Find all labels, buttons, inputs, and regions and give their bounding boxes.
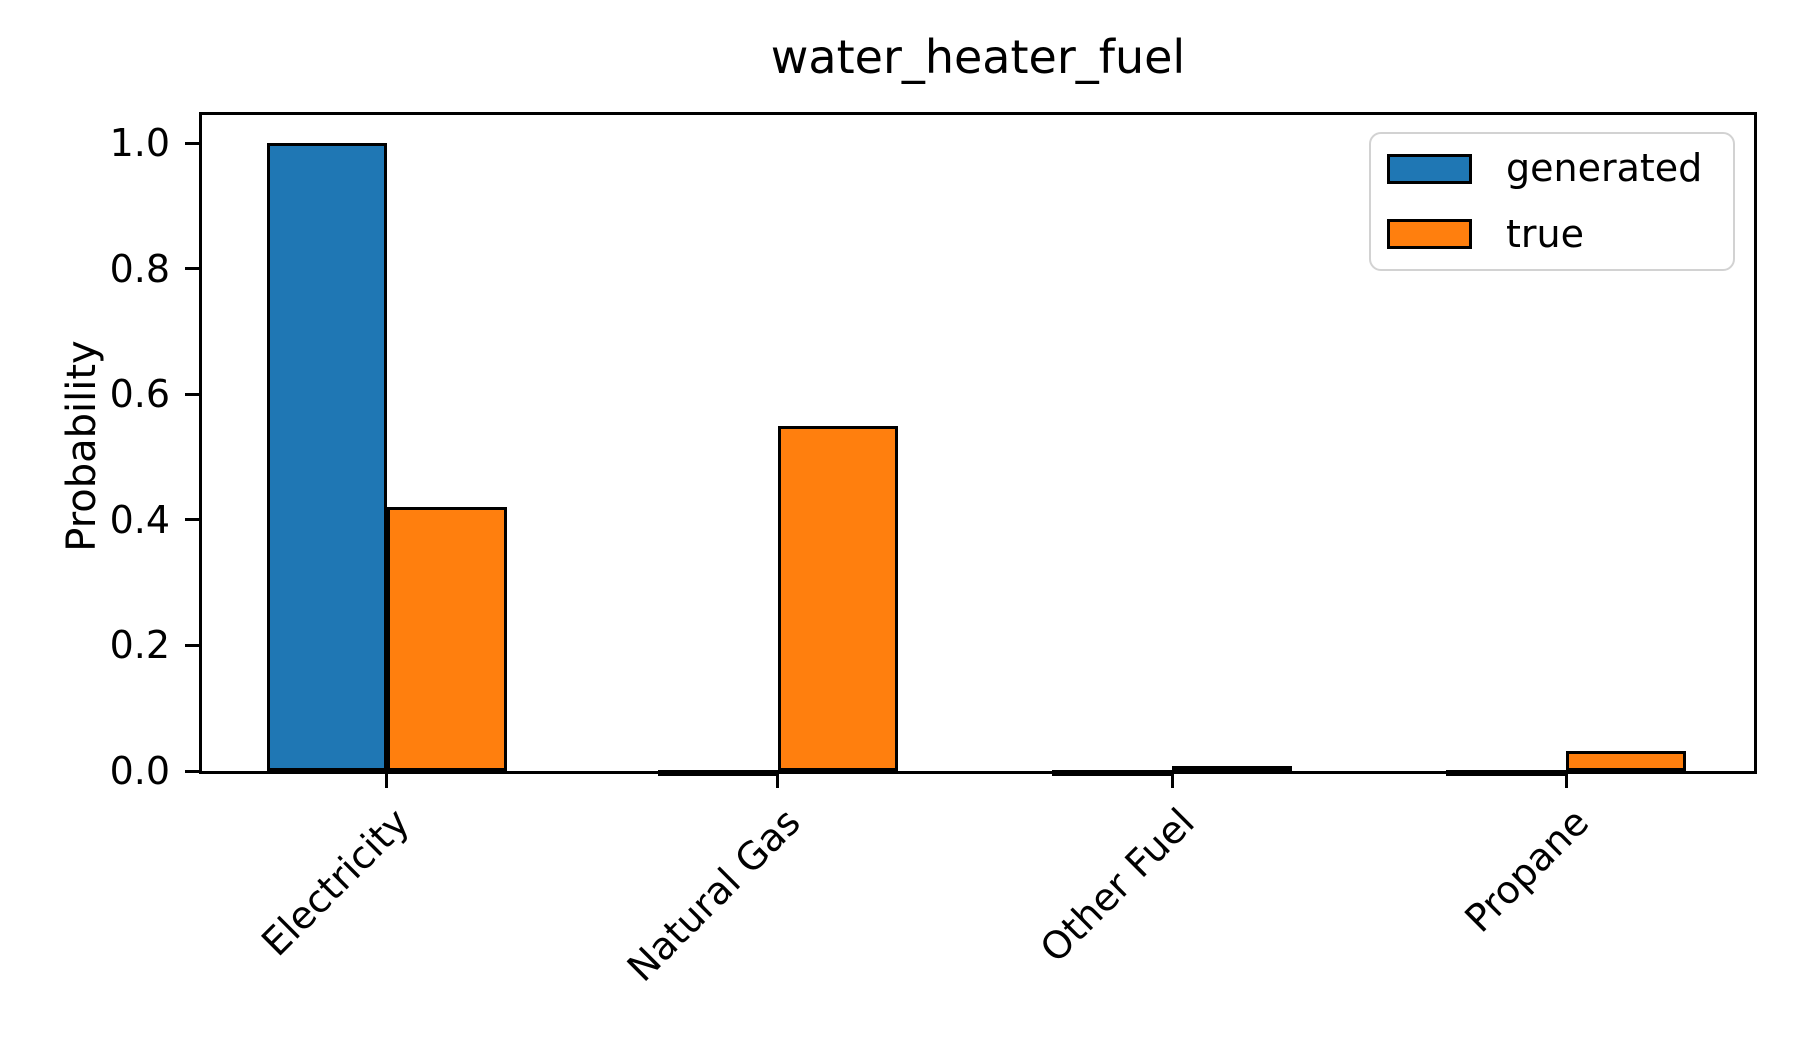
x-tick-label: Electricity bbox=[253, 799, 418, 965]
bar-true-propane bbox=[1566, 750, 1687, 771]
bars-layer bbox=[202, 115, 1754, 776]
legend-item-true: true bbox=[1387, 211, 1717, 256]
bar-true-natural-gas bbox=[777, 425, 898, 771]
x-tick-mark bbox=[1170, 774, 1174, 788]
x-tick-label: Other Fuel bbox=[1032, 799, 1203, 971]
chart-title: water_heater_fuel bbox=[770, 30, 1186, 84]
legend-item-generated: generated bbox=[1387, 145, 1717, 190]
bar-true-other-fuel bbox=[1172, 765, 1292, 772]
legend-swatch-generated bbox=[1387, 153, 1472, 184]
y-tick-label: 0.8 bbox=[109, 246, 170, 291]
bar-true-electricity bbox=[386, 507, 507, 771]
bar-generated-other-fuel bbox=[1052, 769, 1172, 776]
y-tick-mark bbox=[185, 141, 199, 145]
y-tick-label: 0.0 bbox=[109, 749, 170, 793]
bar-generated-natural-gas bbox=[657, 769, 778, 776]
y-tick-mark bbox=[185, 643, 199, 647]
bar-generated-electricity bbox=[266, 143, 387, 771]
y-tick-mark bbox=[185, 392, 199, 396]
y-tick-label: 0.6 bbox=[109, 372, 170, 417]
bar-generated-propane bbox=[1446, 769, 1567, 776]
legend-label-true: true bbox=[1506, 211, 1584, 256]
legend-label-generated: generated bbox=[1506, 145, 1703, 190]
y-tick-label: 0.4 bbox=[109, 497, 170, 542]
x-tick-mark bbox=[1564, 774, 1568, 788]
x-tick-label: Natural Gas bbox=[618, 799, 809, 990]
y-tick-label: 1.0 bbox=[109, 121, 170, 166]
x-tick-mark bbox=[385, 774, 389, 788]
x-tick-label: Propane bbox=[1456, 799, 1598, 941]
y-tick-mark bbox=[185, 769, 199, 773]
y-axis-label: Probability bbox=[59, 340, 105, 552]
y-tick-mark bbox=[185, 267, 199, 271]
legend-swatch-true bbox=[1387, 219, 1472, 250]
x-tick-mark bbox=[776, 774, 780, 788]
y-tick-label: 0.2 bbox=[109, 623, 170, 668]
y-tick-mark bbox=[185, 518, 199, 522]
legend: generated true bbox=[1369, 132, 1735, 271]
